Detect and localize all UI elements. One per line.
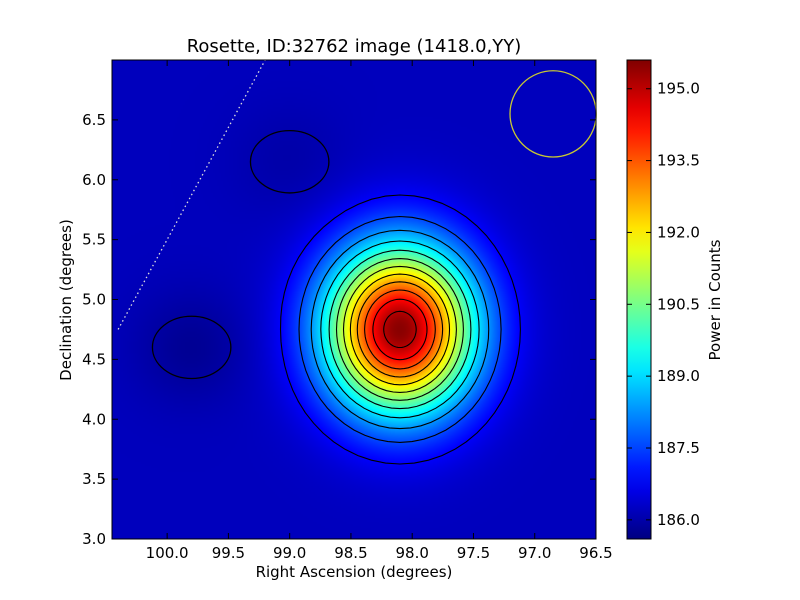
colorbar-tick-label: 193.5	[657, 152, 700, 170]
x-tick-label: 98.0	[395, 544, 428, 562]
y-tick-label: 6.5	[82, 111, 106, 129]
contour-line	[372, 298, 428, 361]
y-tick-label: 4.5	[82, 350, 106, 368]
contour-line	[328, 249, 472, 410]
contour-line	[356, 281, 444, 378]
x-tick-label: 99.0	[273, 544, 306, 562]
colorbar-tick-label: 187.5	[657, 439, 700, 457]
contour-line	[383, 310, 417, 349]
contour-line	[249, 130, 330, 194]
colorbar-tick-label: 195.0	[657, 80, 700, 98]
x-tick-label: 99.5	[212, 544, 245, 562]
y-tick-label: 3.0	[82, 530, 106, 548]
plot-area	[111, 59, 597, 540]
y-tick-label: 3.5	[82, 470, 106, 488]
y-tick-label: 4.0	[82, 410, 106, 428]
colorbar-tick-label: 190.5	[657, 295, 700, 313]
colorbar-gradient	[627, 60, 651, 539]
y-tick-label: 5.0	[82, 291, 106, 309]
dotted-line	[117, 60, 266, 330]
colorbar-tick-label: 192.0	[657, 223, 700, 241]
colorbar-tick-label: 189.0	[657, 367, 700, 385]
contour-line	[310, 229, 490, 430]
colorbar-label: Power in Counts	[706, 239, 724, 360]
y-axis-ticks: 3.0 3.5 4.0 4.5 5.0 5.5 6.0 6.5	[82, 111, 596, 548]
y-tick-label: 5.5	[82, 231, 106, 249]
contour-line	[342, 265, 457, 393]
contour-line	[298, 215, 502, 443]
y-tick-label: 6.0	[82, 171, 106, 189]
x-tick-label: 97.0	[518, 544, 551, 562]
x-axis-ticks: 100.0 99.5 99.0 98.5 98.0 97.5 97.0 96.5	[146, 60, 613, 562]
heatmap-image	[112, 60, 596, 539]
x-tick-label: 97.5	[457, 544, 490, 562]
contour-line	[320, 240, 480, 419]
chart-title: Rosette, ID:32762 image (1418.0,YY)	[187, 36, 522, 57]
contour-line	[349, 273, 451, 386]
y-axis-label: Declination (degrees)	[57, 219, 75, 381]
colorbar: 186.0 187.5 189.0 190.5 192.0 193.5 195.0 Powe…	[626, 59, 724, 540]
x-tick-label: 100.0	[146, 544, 189, 562]
colorbar-frame	[626, 59, 652, 540]
colorbar-tick-label: 186.0	[657, 511, 700, 529]
x-tick-label: 98.5	[334, 544, 367, 562]
contour-lines	[151, 130, 521, 465]
x-axis-label: Right Ascension (degrees)	[256, 563, 453, 581]
contour-line	[335, 258, 464, 401]
contour-line	[151, 315, 232, 380]
x-tick-label: 96.5	[579, 544, 612, 562]
contour-line	[279, 194, 521, 465]
colorbar-ticks: 186.0 187.5 189.0 190.5 192.0 193.5 195.0	[627, 80, 700, 529]
contour-line	[364, 289, 436, 370]
